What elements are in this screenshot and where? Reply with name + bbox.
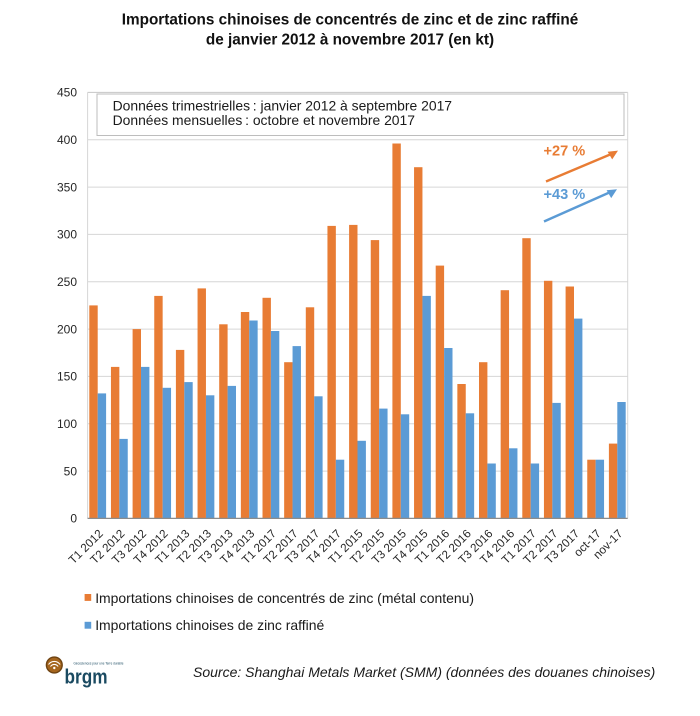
svg-text:350: 350: [57, 180, 77, 194]
svg-text:de janvier 2012 à novembre 201: de janvier 2012 à novembre 2017 (en kt): [206, 31, 494, 48]
svg-text:450: 450: [57, 86, 77, 100]
svg-text:+27 %: +27 %: [544, 144, 586, 160]
svg-text:400: 400: [57, 133, 77, 147]
svg-text:Géosciences pour une Terre dur: Géosciences pour une Terre durable: [74, 661, 125, 666]
svg-text:150: 150: [57, 370, 77, 384]
svg-text:brgm: brgm: [65, 666, 108, 689]
svg-text:Données trimestrielles : janvi: Données trimestrielles : janvier 2012 à …: [113, 98, 453, 114]
svg-text:0: 0: [70, 512, 77, 526]
svg-text:+43 %: +43 %: [544, 187, 586, 203]
svg-text:Importations chinoises de conc: Importations chinoises de concentrés de …: [122, 11, 578, 28]
svg-text:Importations chinoises de conc: Importations chinoises de concentrés de …: [95, 590, 474, 606]
svg-text:300: 300: [57, 228, 77, 242]
svg-text:100: 100: [57, 417, 77, 431]
svg-text:Données mensuelles : octobre e: Données mensuelles : octobre et novembre…: [113, 112, 416, 128]
svg-text:Importations chinoises de zinc: Importations chinoises de zinc raffiné: [95, 617, 324, 633]
svg-text:Source: Shanghai Metals Market: Source: Shanghai Metals Market (SMM) (do…: [193, 664, 655, 680]
svg-text:50: 50: [64, 464, 78, 478]
svg-text:200: 200: [57, 322, 77, 336]
svg-text:250: 250: [57, 275, 77, 289]
